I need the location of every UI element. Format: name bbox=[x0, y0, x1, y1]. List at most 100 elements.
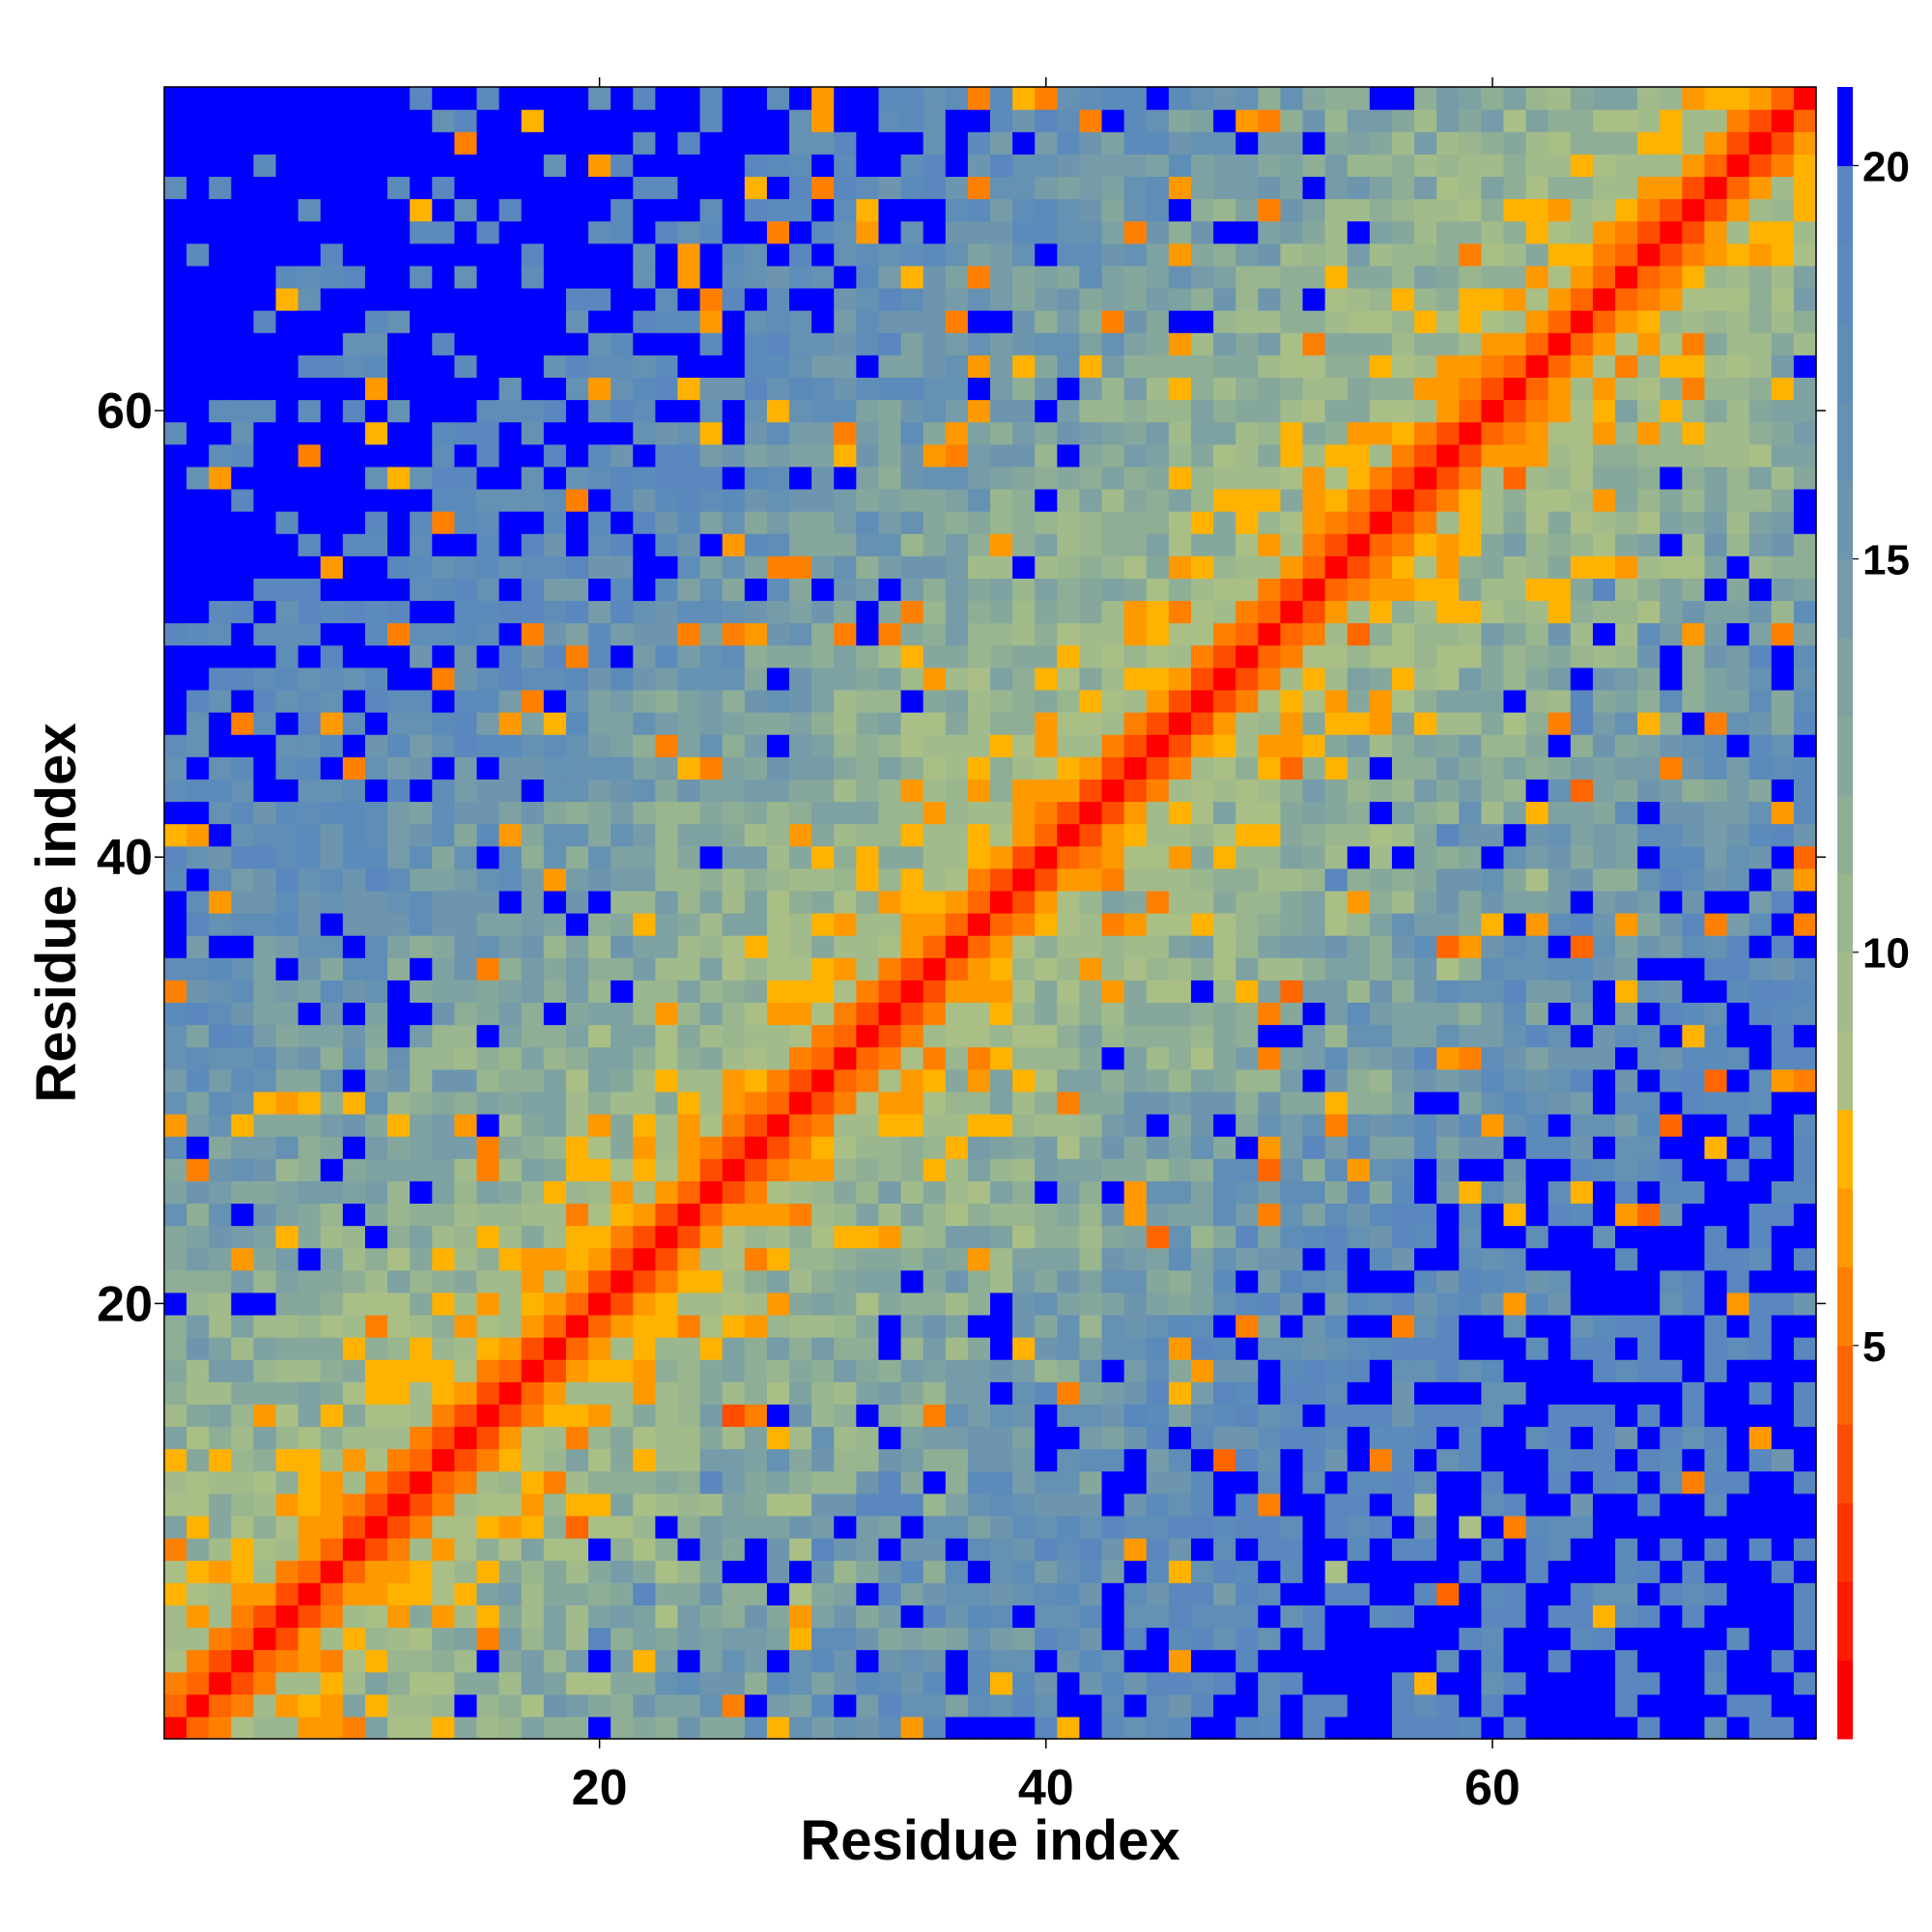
heatmap-cell bbox=[945, 377, 969, 401]
heatmap-cell bbox=[1057, 890, 1081, 914]
heatmap-cell bbox=[1481, 1515, 1505, 1539]
heatmap-cell bbox=[1190, 667, 1214, 691]
heatmap-cell bbox=[1637, 1068, 1661, 1093]
heatmap-cell bbox=[1190, 712, 1214, 735]
heatmap-cell bbox=[677, 578, 701, 602]
heatmap-cell bbox=[856, 399, 880, 423]
heatmap-cell bbox=[655, 1068, 679, 1093]
heatmap-cell bbox=[1258, 779, 1282, 803]
heatmap-cell bbox=[275, 1671, 299, 1695]
heatmap-cell bbox=[990, 1582, 1013, 1605]
heatmap-cell bbox=[342, 913, 366, 936]
heatmap-cell bbox=[565, 1247, 589, 1271]
heatmap-cell bbox=[476, 466, 500, 490]
heatmap-cell bbox=[699, 1693, 724, 1718]
heatmap-cell bbox=[722, 1314, 746, 1338]
heatmap-cell bbox=[1414, 935, 1437, 958]
heatmap-cell bbox=[1615, 1582, 1638, 1605]
heatmap-cell bbox=[387, 578, 411, 602]
heatmap-cell bbox=[633, 1203, 656, 1227]
heatmap-cell bbox=[1123, 980, 1148, 1004]
heatmap-cell bbox=[209, 131, 232, 155]
heatmap-cell bbox=[1213, 332, 1236, 355]
heatmap-cell bbox=[253, 355, 277, 379]
heatmap-cell bbox=[476, 1381, 500, 1405]
heatmap-cell bbox=[990, 1470, 1013, 1494]
heatmap-cell bbox=[633, 1113, 656, 1137]
heatmap-cell bbox=[1012, 511, 1036, 534]
heatmap-cell bbox=[834, 488, 857, 512]
heatmap-cell bbox=[410, 845, 433, 869]
heatmap-cell bbox=[298, 667, 322, 691]
heatmap-cell bbox=[1123, 511, 1148, 534]
heatmap-cell bbox=[543, 1203, 567, 1227]
heatmap-cell bbox=[1012, 622, 1036, 646]
heatmap-cell bbox=[1570, 980, 1594, 1004]
heatmap-cell bbox=[878, 1269, 902, 1293]
heatmap-cell bbox=[1615, 443, 1638, 468]
heatmap-cell bbox=[633, 1002, 656, 1026]
heatmap-cell bbox=[856, 1605, 880, 1629]
heatmap-cell bbox=[699, 1426, 724, 1450]
heatmap-cell bbox=[1168, 287, 1192, 311]
heatmap-cell bbox=[1236, 488, 1259, 512]
heatmap-cell bbox=[476, 1046, 500, 1070]
heatmap-cell bbox=[1123, 667, 1148, 691]
heatmap-cell bbox=[1101, 1693, 1125, 1718]
heatmap-cell bbox=[209, 756, 232, 780]
heatmap-cell bbox=[1347, 801, 1371, 825]
heatmap-cell bbox=[1146, 154, 1170, 178]
heatmap-cell bbox=[1168, 1693, 1192, 1718]
heatmap-cell bbox=[1280, 980, 1304, 1004]
heatmap-cell bbox=[476, 1627, 500, 1651]
heatmap-cell bbox=[476, 310, 500, 333]
heatmap-cell bbox=[543, 1605, 567, 1629]
heatmap-cell bbox=[454, 1158, 478, 1181]
heatmap-cell bbox=[410, 1492, 433, 1517]
heatmap-cell bbox=[275, 712, 299, 735]
heatmap-cell bbox=[744, 555, 768, 579]
heatmap-cell bbox=[945, 421, 969, 445]
heatmap-cell bbox=[611, 734, 634, 757]
heatmap-cell bbox=[1280, 867, 1304, 892]
heatmap-cell bbox=[1459, 1136, 1482, 1159]
heatmap-cell bbox=[1324, 890, 1349, 914]
heatmap-cell bbox=[633, 734, 656, 757]
heatmap-cell bbox=[275, 867, 299, 892]
heatmap-cell bbox=[945, 1024, 969, 1048]
heatmap-cell bbox=[722, 1515, 746, 1539]
heatmap-cell bbox=[1347, 176, 1371, 200]
heatmap-cell bbox=[789, 332, 812, 355]
heatmap-cell bbox=[1637, 1337, 1661, 1360]
heatmap-cell bbox=[1615, 801, 1638, 825]
heatmap-cell bbox=[1101, 1448, 1125, 1472]
heatmap-cell bbox=[1481, 511, 1505, 534]
heatmap-cell bbox=[543, 265, 567, 289]
heatmap-cell bbox=[766, 176, 790, 200]
heatmap-cell bbox=[410, 1247, 433, 1271]
heatmap-cell bbox=[633, 1247, 656, 1271]
heatmap-cell bbox=[1570, 1693, 1594, 1718]
heatmap-cell bbox=[1079, 1470, 1103, 1494]
heatmap-cell bbox=[543, 198, 567, 222]
heatmap-cell bbox=[1436, 845, 1460, 869]
heatmap-cell bbox=[298, 734, 322, 757]
heatmap-cell bbox=[1190, 689, 1214, 713]
heatmap-cell bbox=[521, 355, 545, 379]
heatmap-cell bbox=[1459, 1470, 1482, 1494]
heatmap-cell bbox=[498, 1225, 523, 1249]
heatmap-cell bbox=[1391, 1314, 1415, 1338]
heatmap-cell bbox=[387, 131, 411, 155]
heatmap-cell bbox=[722, 1203, 746, 1227]
heatmap-cell bbox=[410, 1113, 433, 1137]
heatmap-cell bbox=[298, 109, 322, 132]
heatmap-cell bbox=[1012, 1649, 1036, 1673]
heatmap-cell bbox=[1570, 734, 1594, 757]
heatmap-cell bbox=[611, 845, 634, 869]
heatmap-cell bbox=[677, 1448, 701, 1472]
heatmap-cell bbox=[1258, 109, 1282, 132]
heatmap-cell bbox=[655, 1448, 679, 1472]
heatmap-cell bbox=[1057, 867, 1081, 892]
heatmap-cell bbox=[1123, 957, 1148, 980]
heatmap-cell bbox=[1012, 980, 1036, 1004]
